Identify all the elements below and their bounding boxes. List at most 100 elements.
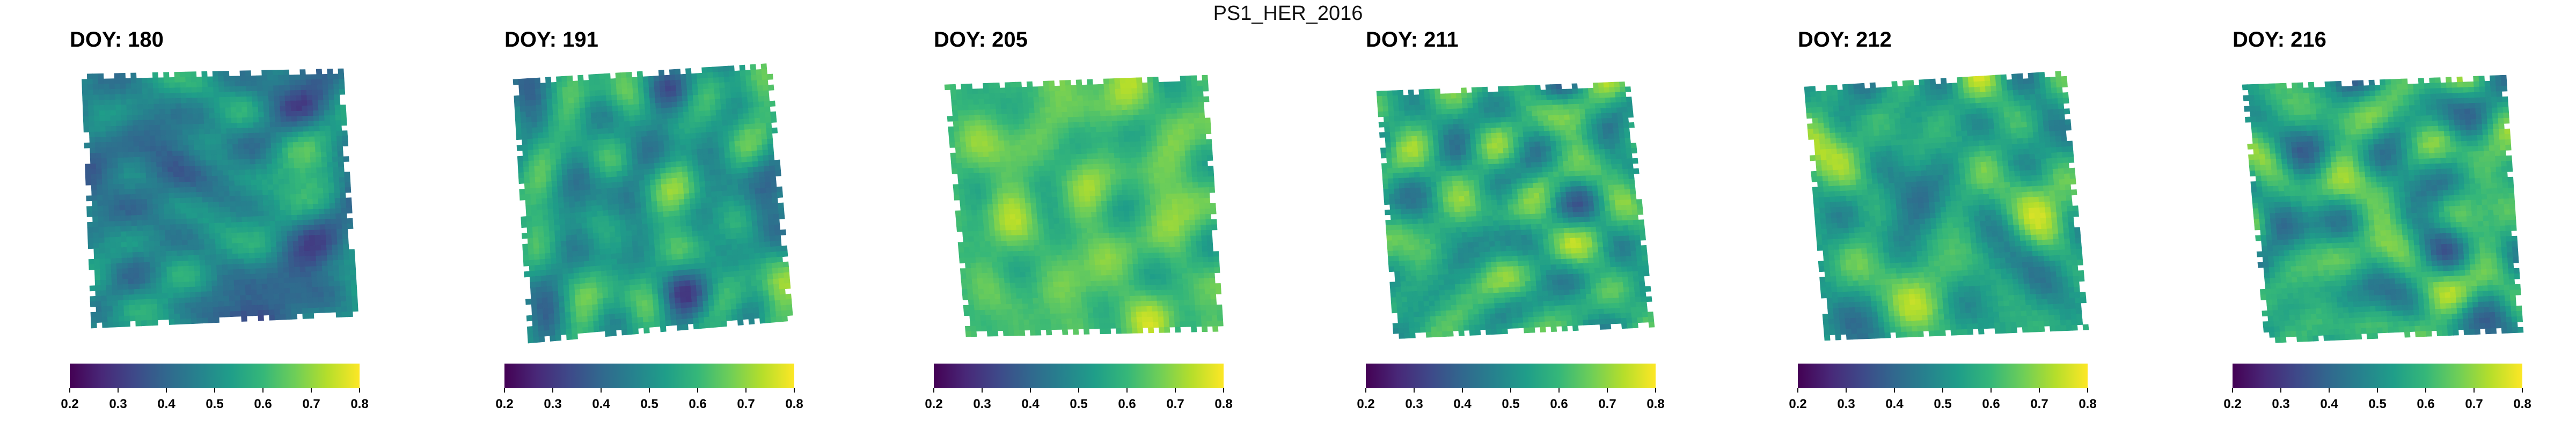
- heatmap-cell: [631, 142, 638, 149]
- heatmap-cell: [133, 278, 140, 285]
- heatmap-cell: [283, 277, 290, 284]
- heatmap-cell: [712, 278, 719, 285]
- heatmap-cell: [246, 305, 253, 312]
- heatmap-cell: [605, 254, 612, 260]
- heatmap-cell: [632, 240, 639, 247]
- heatmap-cell: [709, 246, 716, 252]
- heatmap-cell: [648, 81, 655, 88]
- heatmap-cell: [630, 131, 636, 138]
- heatmap-cell: [685, 291, 692, 298]
- heatmap-cell: [202, 197, 208, 203]
- heatmap-cell: [701, 137, 708, 144]
- heatmap-cell: [290, 303, 297, 309]
- heatmap-cell: [596, 188, 602, 195]
- heatmap-cell: [268, 101, 275, 107]
- heatmap-cell: [298, 251, 305, 257]
- heatmap-cell: [730, 157, 737, 164]
- heatmap-cell: [660, 91, 667, 98]
- heatmap-cell: [232, 243, 238, 249]
- heatmap-cell: [546, 280, 553, 287]
- heatmap-cell: [261, 174, 268, 180]
- heatmap-cell: [640, 125, 647, 132]
- heatmap-cell: [115, 236, 122, 243]
- heatmap-cell: [1019, 129, 1026, 135]
- heatmap-cell: [1024, 123, 1031, 130]
- heatmap-cell: [244, 159, 251, 165]
- heatmap-cell: [149, 256, 156, 263]
- heatmap-cell: [253, 221, 259, 227]
- heatmap-cell: [531, 215, 538, 222]
- heatmap-cell: [714, 234, 721, 241]
- heatmap-cell: [697, 154, 704, 161]
- heatmap-cell: [590, 194, 597, 201]
- heatmap-cell: [707, 143, 714, 149]
- heatmap-cell: [332, 156, 339, 162]
- heatmap-cell: [327, 172, 334, 178]
- heatmap-cell: [659, 238, 666, 245]
- heatmap-cell: [744, 124, 750, 130]
- heatmap-cell: [96, 317, 103, 323]
- heatmap-cell: [289, 282, 296, 289]
- heatmap-cell: [167, 292, 174, 299]
- heatmap-cell: [179, 313, 186, 320]
- heatmap-cell: [90, 168, 97, 175]
- heatmap-cell: [535, 88, 541, 95]
- heatmap-cell: [328, 193, 335, 199]
- heatmap-cell: [991, 114, 997, 121]
- heatmap-cell: [547, 115, 554, 122]
- heatmap-cell: [984, 103, 991, 110]
- heatmap-cell: [1126, 93, 1133, 100]
- heatmap-cell: [665, 85, 671, 92]
- heatmap-cell: [767, 284, 774, 291]
- heatmap-cell: [622, 257, 629, 264]
- heatmap-cell: [677, 253, 684, 260]
- heatmap-cell: [699, 110, 706, 117]
- heatmap-cell: [598, 309, 604, 316]
- heatmap-cell: [151, 314, 158, 321]
- heatmap-cell: [201, 291, 207, 298]
- heatmap-cell: [240, 195, 247, 202]
- heatmap-cell: [272, 70, 279, 76]
- heatmap-cell: [269, 122, 276, 128]
- heatmap-cell: [990, 103, 997, 110]
- heatmap-cell: [588, 238, 595, 245]
- heatmap-cell: [132, 252, 139, 258]
- heatmap-cell: [565, 317, 572, 324]
- heatmap-cell: [608, 292, 614, 299]
- heatmap-cell: [672, 117, 679, 124]
- heatmap-cell: [753, 242, 760, 249]
- heatmap-cell: [589, 167, 595, 174]
- heatmap-cell: [310, 162, 317, 168]
- heatmap-cell: [621, 77, 627, 84]
- heatmap-cell: [309, 146, 316, 153]
- heatmap-cell: [184, 171, 191, 177]
- heatmap-cell: [675, 79, 682, 86]
- heatmap-cell: [196, 312, 203, 319]
- heatmap-cell: [323, 182, 329, 189]
- heatmap-cell: [520, 111, 526, 118]
- heatmap-cell: [131, 215, 137, 221]
- heatmap-cell: [126, 88, 132, 95]
- heatmap-cell: [725, 304, 731, 310]
- heatmap-cell: [564, 295, 570, 302]
- heatmap-cell: [132, 109, 138, 116]
- heatmap-cell: [691, 149, 698, 156]
- heatmap-cell: [740, 216, 747, 223]
- heatmap-cell: [639, 109, 646, 116]
- heatmap-cell: [731, 173, 738, 180]
- heatmap-cell: [589, 260, 596, 267]
- heatmap-cell: [1066, 101, 1073, 107]
- heatmap-cell: [961, 94, 968, 100]
- heatmap-cell: [733, 130, 740, 136]
- heatmap-cell: [602, 210, 609, 217]
- heatmap-cell: [174, 82, 181, 88]
- heatmap-cell: [316, 162, 323, 168]
- heatmap-cell: [115, 253, 122, 259]
- heatmap-cell: [595, 101, 602, 108]
- heatmap-cell: [628, 186, 635, 193]
- heatmap-cell: [206, 286, 213, 292]
- heatmap-cell: [603, 221, 610, 227]
- heatmap-cell: [723, 136, 729, 143]
- heatmap-cell: [743, 248, 749, 255]
- heatmap-cell: [233, 269, 240, 275]
